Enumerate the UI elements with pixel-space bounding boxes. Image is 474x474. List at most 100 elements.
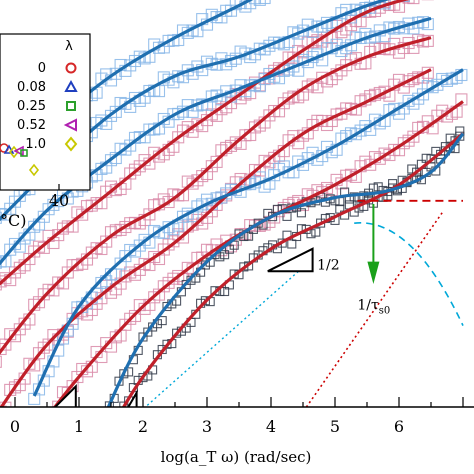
data-point-square [282, 92, 295, 105]
inset-x-axis-label: °C) [0, 211, 26, 230]
t-label: Tr= [437, 416, 465, 438]
data-point-square [61, 266, 74, 279]
fit-curve-loss-lambda-1 [0, 0, 410, 286]
data-point-square [28, 245, 41, 258]
x-tick-label: 0 [10, 417, 20, 436]
data-point-square [162, 73, 175, 86]
slope-triangle-half [267, 247, 314, 273]
data-point-square [115, 417, 123, 425]
legend-marker-circle [65, 62, 77, 74]
data-point-square [407, 164, 417, 174]
data-point-square [42, 203, 55, 216]
data-point-square [407, 130, 420, 143]
data-point-square [13, 261, 26, 274]
inset-legend-label: 0.08 [17, 80, 46, 95]
data-point-square [167, 272, 180, 285]
data-point-square [0, 275, 7, 288]
data-point-square [229, 240, 239, 250]
data-point-square [282, 211, 292, 221]
data-point-square [119, 270, 132, 283]
data-point-square [167, 235, 180, 248]
fit-curve-loss-lambda-0.52 [0, 36, 432, 355]
data-point-square [109, 67, 122, 80]
data-point-square [157, 280, 170, 293]
inset-legend-label: 1.0 [25, 137, 46, 152]
x-tick-label: 3 [202, 417, 212, 436]
data-point-square [244, 231, 254, 241]
x-tick-label: 1 [74, 417, 84, 436]
data-point-square [128, 91, 142, 105]
data-point-square [287, 90, 300, 103]
legend-marker-diamond [64, 136, 78, 152]
data-point-square [196, 170, 209, 183]
inset-frame [0, 33, 91, 191]
inset-legend-label: 0 [38, 61, 46, 76]
data-point-square [320, 181, 334, 195]
fit-curve-storage-lambda-0.25 [0, 16, 432, 266]
tau-arrow-head [367, 261, 380, 284]
data-point-square [220, 286, 230, 297]
data-point-square [412, 167, 422, 177]
data-point-square [253, 42, 266, 55]
data-point-square [114, 223, 127, 236]
tau-label: 1/τs0 [357, 298, 390, 317]
data-point-square [52, 229, 65, 242]
data-point-square [248, 121, 262, 134]
data-point-square [349, 3, 362, 16]
data-point-square [455, 93, 468, 106]
data-point-square [76, 208, 89, 221]
data-point-square [37, 288, 50, 301]
slope-triangle-two [127, 389, 138, 407]
x-axis-title: log(a_T ω) (rad/sec) [161, 448, 312, 466]
data-point-square [152, 288, 166, 301]
data-point-square [344, 168, 358, 181]
legend-marker-triangle-left [63, 118, 77, 132]
data-point-square [344, 102, 358, 115]
data-point-square [148, 291, 161, 304]
fit-curve-storage-lambda-0 [106, 132, 465, 407]
data-point-square [200, 296, 210, 306]
data-point-square [101, 417, 109, 425]
x-axis-ticks: 0 1 2 3 4 5 6 [10, 397, 464, 436]
data-point-square [172, 328, 182, 338]
data-point-square [181, 261, 194, 274]
data-point-square [402, 94, 415, 107]
t-label-subscript: r [448, 425, 454, 438]
data-point-square [8, 266, 22, 279]
data-point-square [128, 54, 142, 68]
x-tick-label: 5 [330, 417, 340, 436]
data-point-square [133, 160, 146, 173]
data-point-square [38, 419, 49, 430]
data-point-square [114, 257, 127, 270]
data-point-square [109, 105, 122, 118]
data-point-square [316, 71, 329, 84]
data-point-square [119, 220, 132, 234]
data-point-square [215, 252, 225, 262]
data-point-square [128, 163, 142, 176]
data-point-square [138, 373, 148, 383]
x-tick-label: 6 [394, 417, 404, 436]
fit-curve-loss-lambda-0.25 [0, 68, 432, 407]
data-point-square [229, 136, 242, 149]
data-point-square [104, 109, 118, 122]
data-point-square [162, 301, 172, 312]
data-point-square [205, 205, 218, 218]
data-point-square [210, 155, 223, 168]
data-point-square [4, 202, 17, 215]
data-point-square [48, 410, 59, 421]
data-point-square [220, 250, 230, 260]
data-point-square [157, 316, 167, 326]
inset-data-marker [20, 149, 28, 157]
data-point-square [349, 128, 362, 141]
data-point-square [258, 0, 271, 5]
data-point-square [287, 239, 297, 249]
x-tick-label: 2 [138, 417, 148, 436]
data-point-square [354, 124, 367, 137]
data-point-square [402, 75, 415, 88]
data-point-square [110, 419, 118, 427]
data-point-square [133, 50, 146, 63]
fit-curve-loss-lambda-0 [121, 132, 464, 407]
data-point-square [248, 0, 262, 5]
data-point-square [37, 341, 50, 354]
slope-label-half: 1/2 [317, 257, 340, 273]
